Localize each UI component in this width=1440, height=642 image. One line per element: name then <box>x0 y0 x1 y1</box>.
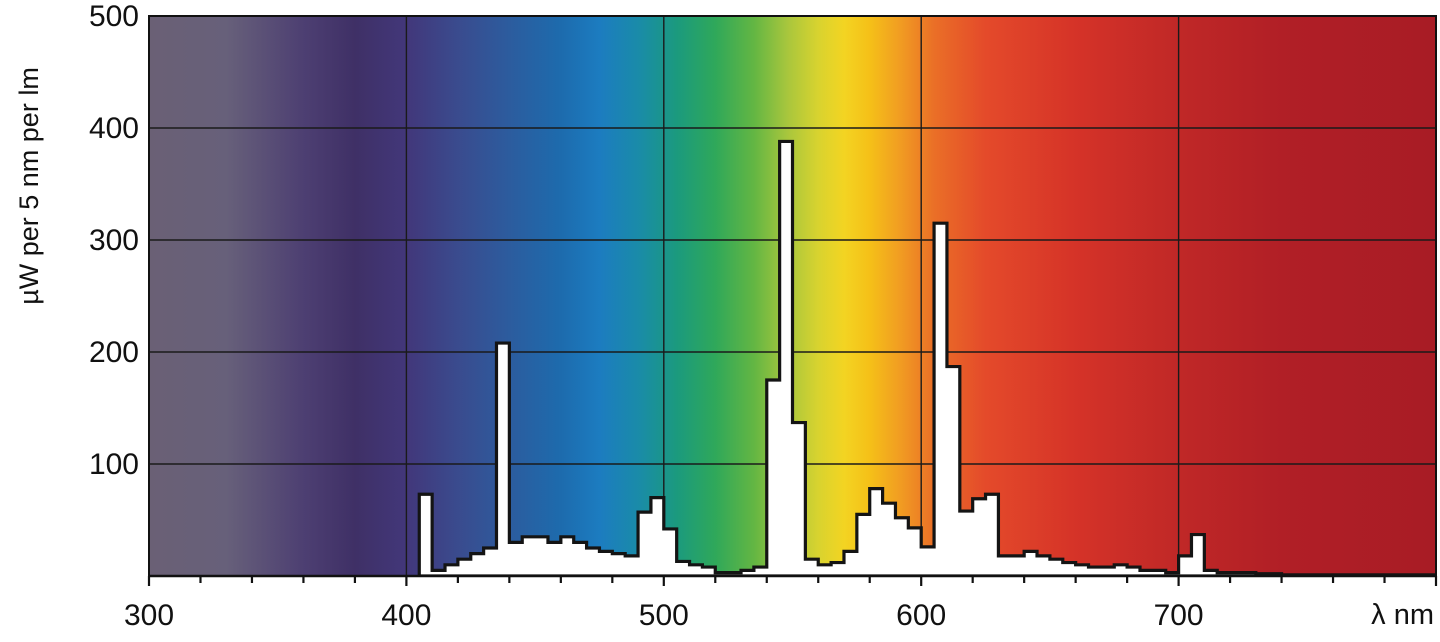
y-tick-label: 400 <box>89 112 139 145</box>
y-tick-label: 100 <box>89 448 139 481</box>
y-tick-label: 500 <box>89 0 139 33</box>
x-axis: 300 400 500 600 700 <box>124 574 1438 632</box>
x-tick-label: 300 <box>124 599 174 632</box>
x-tick-label: 600 <box>896 599 946 632</box>
y-axis: 100 200 300 400 500 <box>89 0 139 481</box>
x-tick-label: 400 <box>381 599 431 632</box>
spectrum-series <box>417 139 1436 576</box>
x-axis-title: λ nm <box>1371 599 1434 631</box>
x-tick-label: 500 <box>639 599 689 632</box>
y-tick-label: 200 <box>89 336 139 369</box>
spectrum-area <box>417 139 1436 576</box>
y-tick-label: 300 <box>89 224 139 257</box>
x-tick-label: 700 <box>1154 599 1204 632</box>
y-axis-title: µW per 5 nm per lm <box>14 67 44 305</box>
